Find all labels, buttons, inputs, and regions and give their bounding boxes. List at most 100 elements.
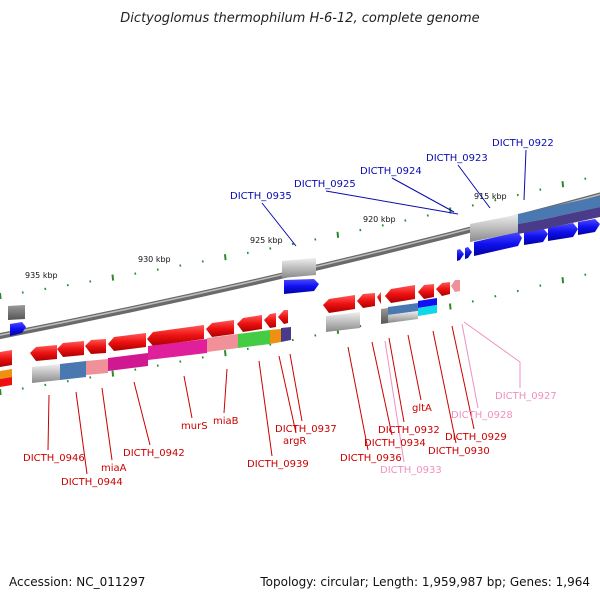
- tick-mark: [539, 188, 542, 191]
- gene-reverse[interactable]: [323, 295, 355, 313]
- cog-box-purple: [518, 219, 545, 234]
- cog-box-blue: [572, 196, 600, 213]
- gene-reverse[interactable]: [278, 310, 288, 324]
- cog-box-blue: [545, 202, 572, 219]
- leader-line: [371, 341, 393, 436]
- gene-label[interactable]: DICTH_0924: [360, 166, 422, 177]
- gene-reverse[interactable]: [206, 320, 234, 337]
- tick-mark: [269, 247, 272, 250]
- gene-forward[interactable]: [465, 247, 472, 259]
- tick-mark: [66, 283, 69, 287]
- tick-mark: [381, 224, 384, 227]
- gene-forward[interactable]: [457, 249, 464, 261]
- gene-label[interactable]: miaA: [101, 463, 127, 474]
- gene-label[interactable]: DICTH_0937: [275, 424, 337, 435]
- cog-box-gray: [8, 305, 25, 320]
- tick-mark: [44, 287, 47, 291]
- gene-label[interactable]: DICTH_0946: [23, 453, 85, 464]
- gene-label[interactable]: DICTH_0930: [428, 446, 490, 457]
- gene-reverse[interactable]: [237, 315, 262, 332]
- gene-reverse[interactable]: [108, 333, 146, 351]
- gene-label[interactable]: DICTH_0928: [451, 410, 513, 421]
- cog-box-gray: [282, 258, 316, 278]
- cog-box-cyan: [418, 305, 437, 316]
- leader-line: [384, 340, 405, 463]
- gene-label[interactable]: DICTH_0935: [230, 191, 292, 202]
- gene-label[interactable]: gltA: [412, 403, 432, 414]
- cog-box-blue: [518, 208, 545, 224]
- leader-line: [133, 381, 151, 446]
- tick-mark: [471, 204, 474, 207]
- tick-mark: [89, 280, 92, 283]
- gene-forward[interactable]: [284, 279, 319, 294]
- gene-forward[interactable]: [10, 322, 26, 336]
- gene-reverse[interactable]: [0, 350, 12, 367]
- tick-mark: [111, 370, 115, 377]
- tick-mark: [201, 356, 204, 359]
- leader-line: [347, 346, 369, 451]
- tick-mark: [291, 242, 294, 246]
- gene-reverse[interactable]: [385, 285, 415, 303]
- gene-reverse[interactable]: [30, 345, 57, 361]
- gene-label[interactable]: DICTH_0925: [294, 179, 356, 190]
- gene-forward[interactable]: [548, 223, 578, 241]
- gene-reverse[interactable]: [147, 325, 204, 346]
- gene-forward[interactable]: [474, 232, 522, 256]
- gene-label[interactable]: DICTH_0934: [364, 438, 426, 449]
- leader-line: [457, 164, 491, 209]
- tick-mark: [156, 268, 159, 271]
- gene-label[interactable]: DICTH_0929: [445, 432, 507, 443]
- gene-reverse[interactable]: [85, 339, 106, 354]
- tick-mark: [21, 387, 24, 390]
- tick-mark: [44, 383, 47, 387]
- gene-forward[interactable]: [578, 219, 600, 235]
- gene-label[interactable]: DICTH_0944: [61, 477, 123, 488]
- tick-mark: [426, 214, 429, 217]
- gene-label[interactable]: DICTH_0922: [492, 138, 554, 149]
- leader-line: [278, 355, 297, 434]
- label-leader-lines: [47, 149, 527, 475]
- gene-reverse[interactable]: [451, 280, 460, 292]
- cog-box-blue: [60, 361, 86, 380]
- tick-mark: [21, 291, 24, 294]
- gene-label[interactable]: DICTH_0923: [426, 153, 488, 164]
- gene-reverse[interactable]: [418, 284, 434, 299]
- tick-mark: [314, 334, 317, 337]
- gene-reverse[interactable]: [264, 313, 276, 328]
- tick-mark: [179, 360, 182, 363]
- cog-box-magenta: [148, 339, 207, 360]
- tick-mark: [584, 177, 587, 180]
- gene-label[interactable]: DICTH_0927: [495, 391, 557, 402]
- cog-box-gray: [381, 308, 388, 324]
- tick-mark: [314, 238, 317, 241]
- scale-label-935: 935 kbp: [25, 271, 58, 280]
- gene-label[interactable]: DICTH_0932: [378, 425, 440, 436]
- tick-mark: [179, 264, 182, 267]
- tick-mark: [224, 254, 227, 261]
- cog-box-red: [0, 377, 12, 387]
- gene-forward[interactable]: [524, 228, 548, 245]
- gene-reverse[interactable]: [377, 292, 381, 304]
- gene-features: [0, 196, 600, 387]
- tick-mark: [89, 376, 92, 379]
- gene-reverse[interactable]: [357, 293, 375, 308]
- gene-label[interactable]: DICTH_0936: [340, 453, 402, 464]
- gene-label[interactable]: argR: [283, 436, 306, 447]
- tick-mark: [224, 350, 227, 357]
- tick-mark: [584, 273, 587, 276]
- gene-label[interactable]: DICTH_0942: [123, 448, 185, 459]
- leader-line: [463, 321, 521, 363]
- gene-label[interactable]: DICTH_0933: [380, 465, 442, 476]
- gene-label[interactable]: DICTH_0939: [247, 459, 309, 470]
- gene-reverse[interactable]: [436, 282, 450, 296]
- cog-box-blue: [418, 298, 437, 308]
- tick-mark: [201, 260, 204, 263]
- gene-reverse[interactable]: [57, 341, 84, 357]
- gene-label[interactable]: miaB: [213, 416, 239, 427]
- tick-mark: [471, 300, 474, 303]
- gene-label[interactable]: murS: [181, 421, 208, 432]
- tick-mark: [359, 324, 362, 328]
- tick-mark: [0, 292, 2, 300]
- cog-box-gray: [32, 364, 60, 383]
